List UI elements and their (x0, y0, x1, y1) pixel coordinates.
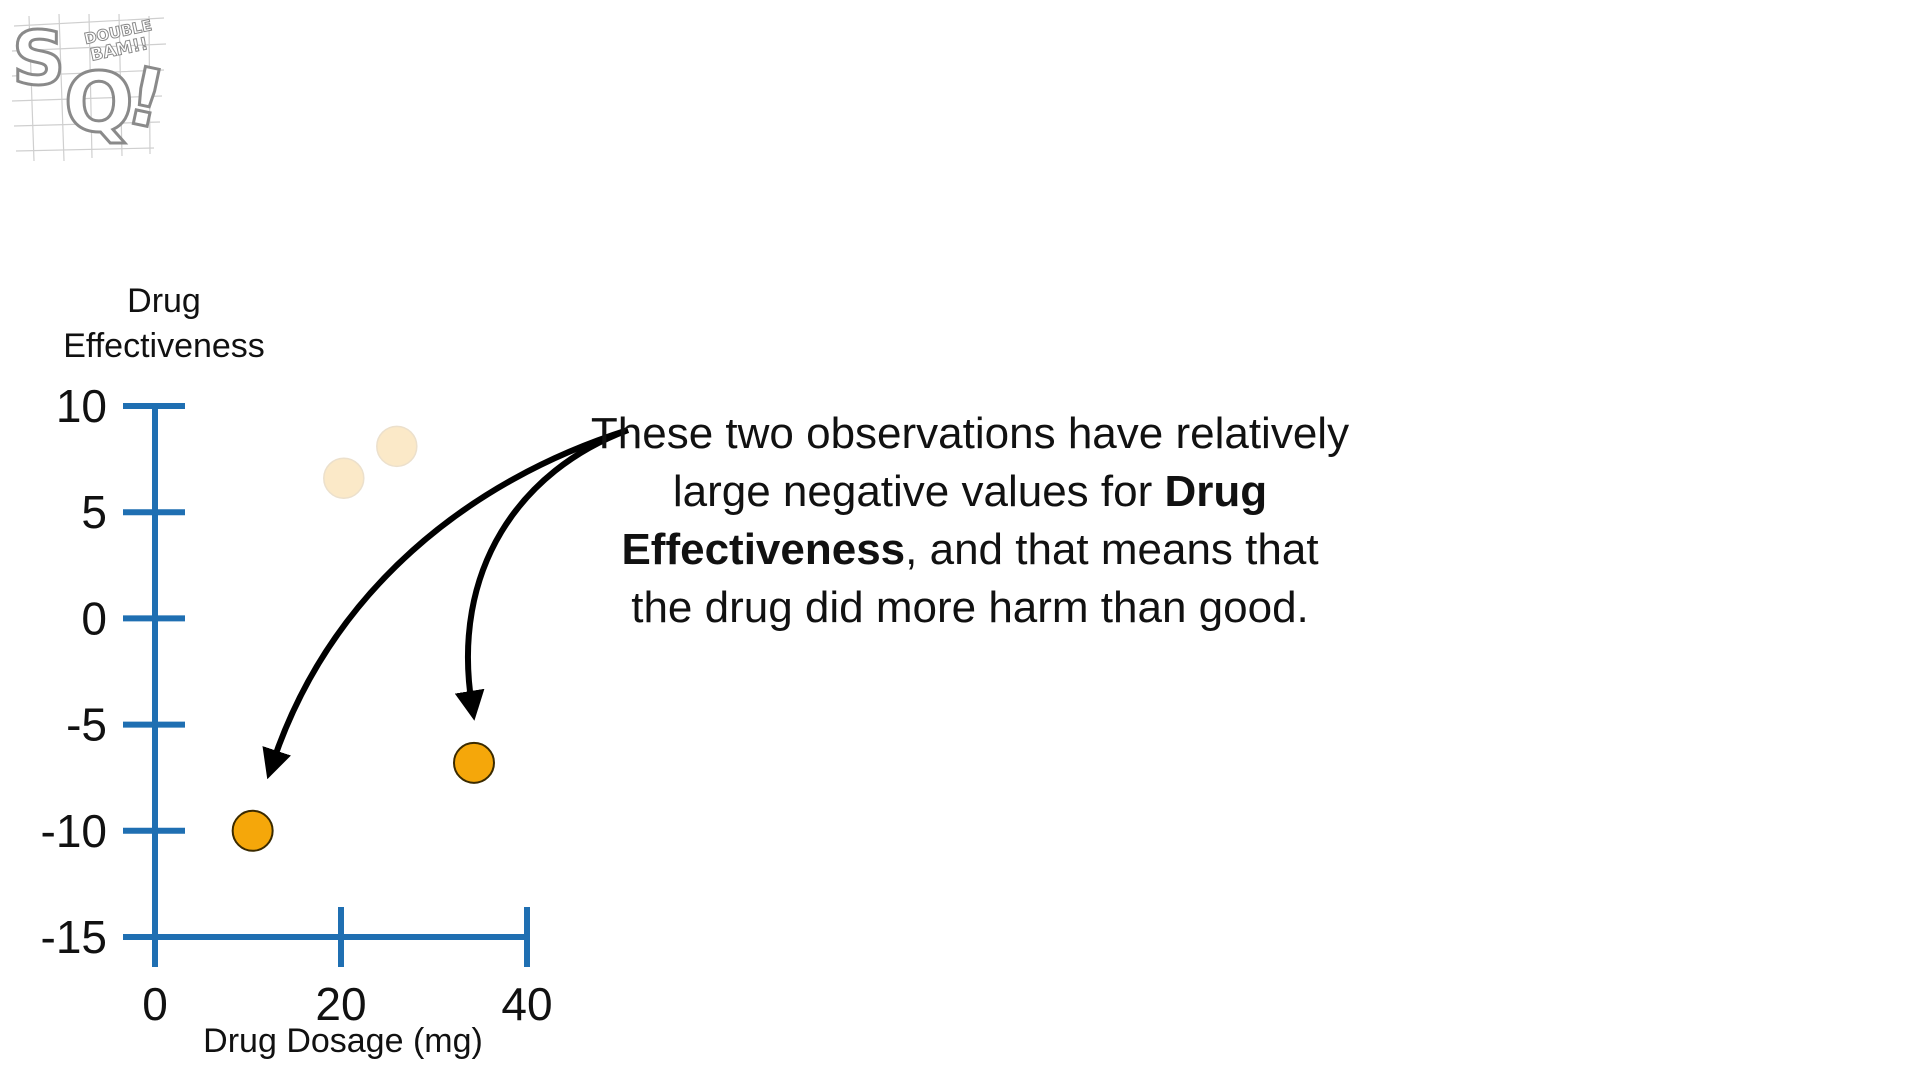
chart-points (231, 425, 495, 852)
data-point-highlighted (452, 741, 495, 784)
arrow-to-left-point (262, 427, 629, 780)
arrow-to-right-point (454, 427, 630, 721)
annotation-text-end: , and that means that the drug did more … (631, 525, 1319, 632)
annotation-text-start: These two observations have relatively l… (590, 409, 1350, 516)
svg-text:S: S (12, 16, 65, 102)
svg-text:Q: Q (64, 56, 134, 151)
annotation-bold-term: Drug Effectiveness (621, 467, 1268, 574)
x-axis-title: Drug Dosage (mg) (203, 1022, 483, 1060)
y-tick-label: 10 (56, 380, 107, 432)
x-tick-label: 0 (142, 978, 168, 1030)
statquest-logo: S Q ! DOUBLE BAM!! (11, 13, 172, 162)
data-point-faded (376, 425, 418, 468)
y-tick-label: -15 (41, 911, 107, 963)
data-point-faded (323, 457, 365, 499)
y-tick-label: -5 (66, 699, 107, 751)
x-tick-label: 40 (501, 978, 552, 1030)
data-point-highlighted (231, 809, 274, 852)
y-tick-label: -10 (41, 805, 107, 857)
chart-ticks: 10 5 0 -5 -10 -15 0 20 40 (41, 380, 553, 1030)
y-axis-title-line1: Drug (127, 282, 201, 320)
y-axis-title-line2: Effectiveness (63, 327, 265, 365)
y-tick-label: 5 (81, 486, 107, 538)
chart-axes (125, 406, 527, 965)
annotation-text: These two observations have relatively l… (590, 405, 1350, 637)
y-tick-label: 0 (81, 592, 107, 644)
x-tick-label: 20 (315, 978, 366, 1030)
